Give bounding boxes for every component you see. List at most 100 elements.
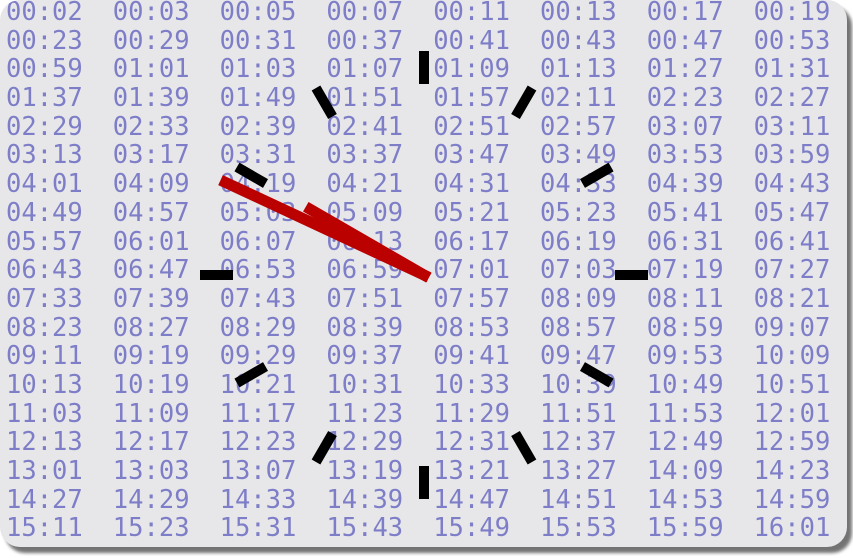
- time-cell: 12:17: [112, 427, 190, 458]
- time-cell: 03:59: [753, 140, 831, 171]
- time-cell: 09:37: [326, 341, 404, 372]
- time-cell: 05:57: [6, 226, 83, 257]
- time-cell: 14:59: [753, 484, 831, 515]
- time-cell: 10:13: [6, 369, 83, 400]
- time-cell: 01:49: [219, 83, 297, 114]
- time-cell: 02:41: [326, 111, 404, 142]
- time-row: 12:13 12:17 12:23 12:29 12:31 12:37 12:49 12:59: [6, 428, 847, 457]
- time-cell: 15:23: [112, 513, 190, 544]
- time-cell: 11:17: [219, 398, 297, 429]
- time-cell: 14:27: [6, 484, 83, 515]
- time-cell: 05:23: [539, 197, 617, 228]
- analog-clock: [200, 51, 648, 499]
- time-cell: 06:17: [433, 226, 510, 257]
- time-cell: 14:33: [219, 484, 297, 515]
- time-row: 08:23 08:27 08:29 08:39 08:53 08:57 08:59 09:07: [6, 312, 847, 343]
- time-row: 01:37 01:39 01:49 01:51 01:57 02:11 02:23 02:27: [6, 84, 847, 113]
- time-cell: 03:47: [433, 140, 510, 171]
- time-cell: 10:19: [112, 369, 190, 400]
- time-row: 13:01 13:03 13:07 13:19 13:21 13:27 14:09 14:23: [6, 457, 847, 486]
- time-cell: 12:29: [326, 427, 404, 458]
- time-cell: 13:03: [112, 456, 190, 486]
- time-cell: 07:57: [433, 283, 510, 314]
- time-cell: 06:41: [753, 226, 831, 257]
- time-cell: 14:47: [433, 484, 510, 515]
- time-cell: 00:03: [112, 0, 190, 27]
- time-cell: 15:49: [433, 513, 510, 544]
- time-cell: 12:49: [646, 427, 724, 458]
- time-cell: 00:19: [753, 0, 831, 27]
- time-cell: 01:31: [753, 54, 831, 85]
- time-cell: 01:51: [326, 83, 404, 114]
- time-row: 03:13 03:17 03:31 03:37 03:47 03:49 03:53 03:59: [6, 141, 847, 170]
- clock-tick: [511, 430, 537, 465]
- time-cell: 09:41: [433, 341, 510, 372]
- time-cell: 02:23: [646, 83, 724, 114]
- time-cell: 02:39: [219, 111, 297, 142]
- time-cell: 08:21: [753, 283, 831, 314]
- time-row: 00:23 00:29 00:31 00:37 00:41 00:43 00:47 00:53: [6, 25, 847, 56]
- time-cell: 07:39: [112, 283, 190, 314]
- time-cell: 07:03: [539, 255, 617, 286]
- time-row: 15:11 15:23 15:31 15:43 15:49 15:53 15:59 16:01: [6, 514, 847, 543]
- time-cell: 02:11: [539, 83, 617, 114]
- time-cell: 05:41: [646, 197, 724, 228]
- time-cell: 16:01: [753, 513, 831, 544]
- time-cell: 12:13: [6, 427, 83, 458]
- time-cell: 15:43: [326, 513, 404, 544]
- time-cell: 09:19: [112, 341, 190, 372]
- time-cell: 10:09: [753, 341, 831, 372]
- time-row: 00:59 01:01 01:03 01:07 01:09 01:13 01:27 01:31: [6, 55, 847, 84]
- time-cell: 00:59: [6, 54, 83, 85]
- time-cell: 00:31: [219, 25, 297, 56]
- time-cell: 03:11: [753, 111, 831, 142]
- time-cell: 01:39: [112, 83, 190, 114]
- time-cell: 02:33: [112, 111, 190, 142]
- time-cell: 08:53: [433, 312, 510, 343]
- time-cell: 01:13: [539, 54, 617, 85]
- time-cell: 10:49: [646, 369, 724, 400]
- time-cell: 00:29: [112, 25, 190, 56]
- time-cell: 10:31: [326, 369, 404, 400]
- time-cell: 14:09: [646, 456, 724, 486]
- time-cell: 00:05: [219, 0, 297, 27]
- clock-tick: [311, 430, 337, 465]
- time-cell: 13:01: [6, 456, 83, 486]
- time-cell: 12:23: [219, 427, 297, 458]
- clock-board: 00:02 00:03 00:05 00:07 00:11 00:13 00:17 00:19…: [0, 0, 847, 547]
- time-cell: 13:19: [326, 456, 404, 486]
- time-cell: 06:01: [112, 226, 190, 257]
- time-cell: 14:29: [112, 484, 190, 515]
- time-cell: 06:43: [6, 255, 83, 286]
- time-row: 09:11 09:19 09:29 09:37 09:41 09:47 09:53 10:09: [6, 342, 847, 371]
- time-cell: 08:27: [112, 312, 190, 343]
- time-cell: 00:41: [433, 25, 510, 56]
- time-cell: 07:19: [646, 255, 724, 286]
- time-cell: 05:21: [433, 197, 510, 228]
- time-cell: 00:23: [6, 25, 83, 56]
- time-cell: 04:57: [112, 197, 190, 228]
- time-cell: 03:07: [646, 111, 724, 142]
- time-cell: 06:07: [219, 226, 297, 257]
- time-cell: 01:07: [326, 54, 404, 85]
- time-cell: 03:49: [539, 140, 617, 171]
- clock-ticks: [200, 51, 648, 499]
- time-cell: 02:27: [753, 83, 831, 114]
- time-cell: 15:11: [6, 513, 83, 544]
- time-cell: 14:53: [646, 484, 724, 515]
- time-cell: 01:57: [433, 83, 510, 114]
- time-cell: 06:31: [646, 226, 724, 257]
- time-cell: 04:39: [646, 169, 724, 200]
- time-row: 11:03 11:09 11:17 11:23 11:29 11:51 11:53 12:01: [6, 398, 847, 429]
- time-cell: 13:27: [539, 456, 617, 486]
- time-cell: 08:23: [6, 312, 83, 343]
- clock-tick: [579, 362, 614, 388]
- time-cell: 15:31: [219, 513, 297, 544]
- time-cell: 00:47: [646, 25, 724, 56]
- time-cell: 14:39: [326, 484, 404, 515]
- time-cell: 09:11: [6, 341, 83, 372]
- time-cell: 08:59: [646, 312, 724, 343]
- clock-tick: [234, 162, 269, 188]
- time-cell: 00:43: [539, 25, 617, 56]
- time-cell: 12:01: [753, 398, 831, 429]
